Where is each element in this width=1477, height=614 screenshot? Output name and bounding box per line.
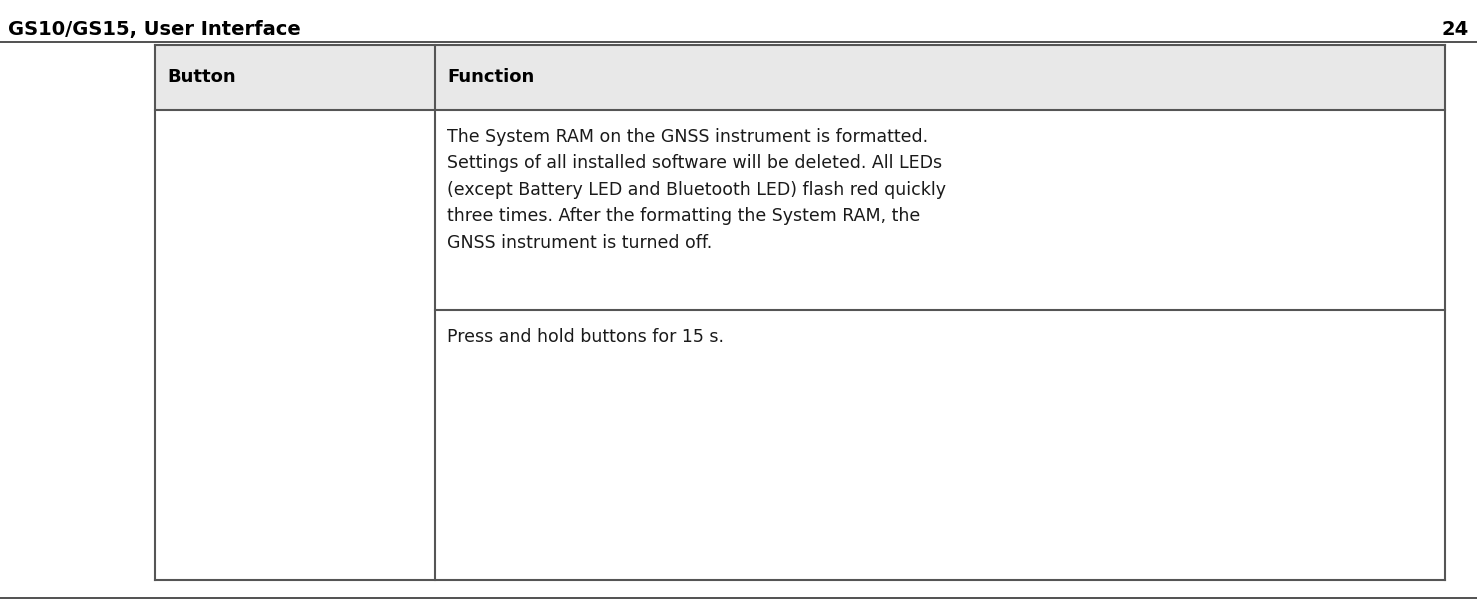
Text: Button: Button (167, 69, 236, 87)
Bar (155, 45, 1445, 110)
Text: GS10/GS15, User Interface: GS10/GS15, User Interface (7, 20, 301, 39)
Text: The System RAM on the GNSS instrument is formatted.
Settings of all installed so: The System RAM on the GNSS instrument is… (448, 128, 945, 252)
Text: Function: Function (448, 69, 535, 87)
Text: Press and hold buttons for 15 s.: Press and hold buttons for 15 s. (448, 328, 724, 346)
Text: 24: 24 (1442, 20, 1470, 39)
